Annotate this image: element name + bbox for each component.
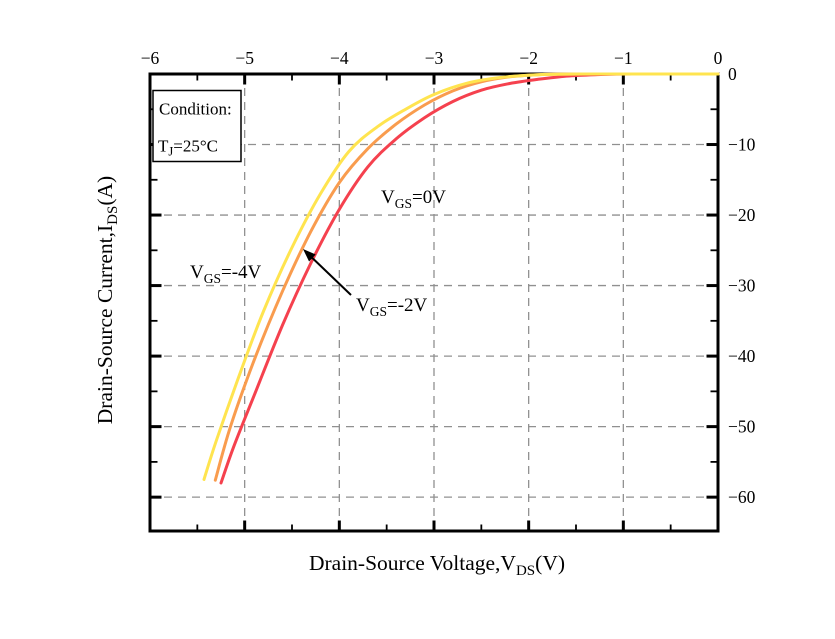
grid-layer: [150, 74, 718, 531]
curves-layer: [202, 72, 720, 485]
curve-v-gs-2v: [213, 72, 720, 482]
x-tick-label: 0: [714, 48, 723, 68]
y-axis-title: Drain-Source Current,IDS(A): [93, 176, 121, 424]
x-tick-label: −5: [235, 48, 254, 68]
annotation-arrow-head: [303, 249, 316, 262]
condition-box-line1: Condition:: [159, 100, 232, 119]
plot-frame: [148, 72, 720, 533]
curve-label-v-gs-4v: VGS=-4V: [190, 262, 262, 286]
y-tick-label: −20: [728, 205, 756, 225]
ticks-layer: [148, 72, 720, 530]
axes-frame-layer: [148, 72, 720, 533]
y-tick-label: 0: [728, 64, 737, 84]
x-tick-label: −6: [141, 48, 160, 68]
y-tick-label: −10: [728, 135, 756, 155]
y-tick-label: −50: [728, 417, 756, 437]
annotation-arrow-line: [308, 254, 352, 296]
x-tick-label: −2: [519, 48, 538, 68]
curve-label-v-gs-0v: VGS=0V: [381, 187, 446, 211]
curve-label-v-gs-2v: VGS=-2V: [356, 295, 428, 319]
x-tick-label: −1: [614, 48, 633, 68]
y-tick-label: −30: [728, 276, 756, 296]
y-tick-label: −40: [728, 346, 756, 366]
x-tick-label: −4: [330, 48, 349, 68]
annotations-layer: Condition: TJ=25°C VGS=0V VGS=-4V VGS=-2V: [152, 89, 446, 319]
tick-labels-layer: −6 −5 −4 −3 −2 −1 00−10−20−30−40−50−60: [141, 48, 756, 507]
x-axis-title: Drain-Source Voltage,VDS(V): [309, 551, 565, 579]
condition-box: [152, 89, 242, 163]
x-tick-label: −3: [425, 48, 444, 68]
condition-box-line2: TJ=25°C: [158, 137, 218, 159]
y-tick-label: −60: [728, 487, 756, 507]
curve-v-gs-4v: [202, 72, 720, 481]
axis-titles-layer: Drain-Source Voltage,VDS(V) Drain-Source …: [93, 176, 565, 579]
curve-v-gs-0v: [219, 72, 720, 485]
